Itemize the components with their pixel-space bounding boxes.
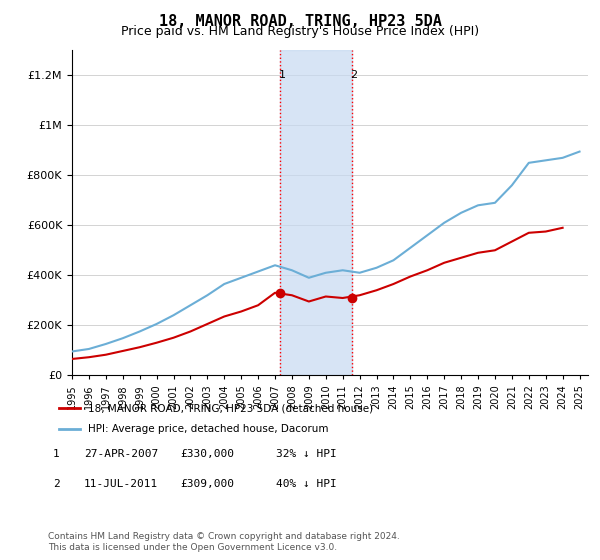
Text: £330,000: £330,000 xyxy=(180,449,234,459)
Text: 18, MANOR ROAD, TRING, HP23 5DA (detached house): 18, MANOR ROAD, TRING, HP23 5DA (detache… xyxy=(88,403,373,413)
Text: 27-APR-2007: 27-APR-2007 xyxy=(84,449,158,459)
Text: 1: 1 xyxy=(278,71,286,81)
Text: 2: 2 xyxy=(350,71,357,81)
Text: 1: 1 xyxy=(53,449,60,459)
Text: HPI: Average price, detached house, Dacorum: HPI: Average price, detached house, Daco… xyxy=(88,424,328,434)
Text: 2: 2 xyxy=(53,479,60,489)
Bar xyxy=(280,50,352,375)
Text: Contains HM Land Registry data © Crown copyright and database right 2024.
This d: Contains HM Land Registry data © Crown c… xyxy=(48,532,400,552)
Text: 32% ↓ HPI: 32% ↓ HPI xyxy=(276,449,337,459)
Text: £309,000: £309,000 xyxy=(180,479,234,489)
Text: Price paid vs. HM Land Registry's House Price Index (HPI): Price paid vs. HM Land Registry's House … xyxy=(121,25,479,38)
Text: 40% ↓ HPI: 40% ↓ HPI xyxy=(276,479,337,489)
Text: 11-JUL-2011: 11-JUL-2011 xyxy=(84,479,158,489)
Text: 18, MANOR ROAD, TRING, HP23 5DA: 18, MANOR ROAD, TRING, HP23 5DA xyxy=(158,14,442,29)
